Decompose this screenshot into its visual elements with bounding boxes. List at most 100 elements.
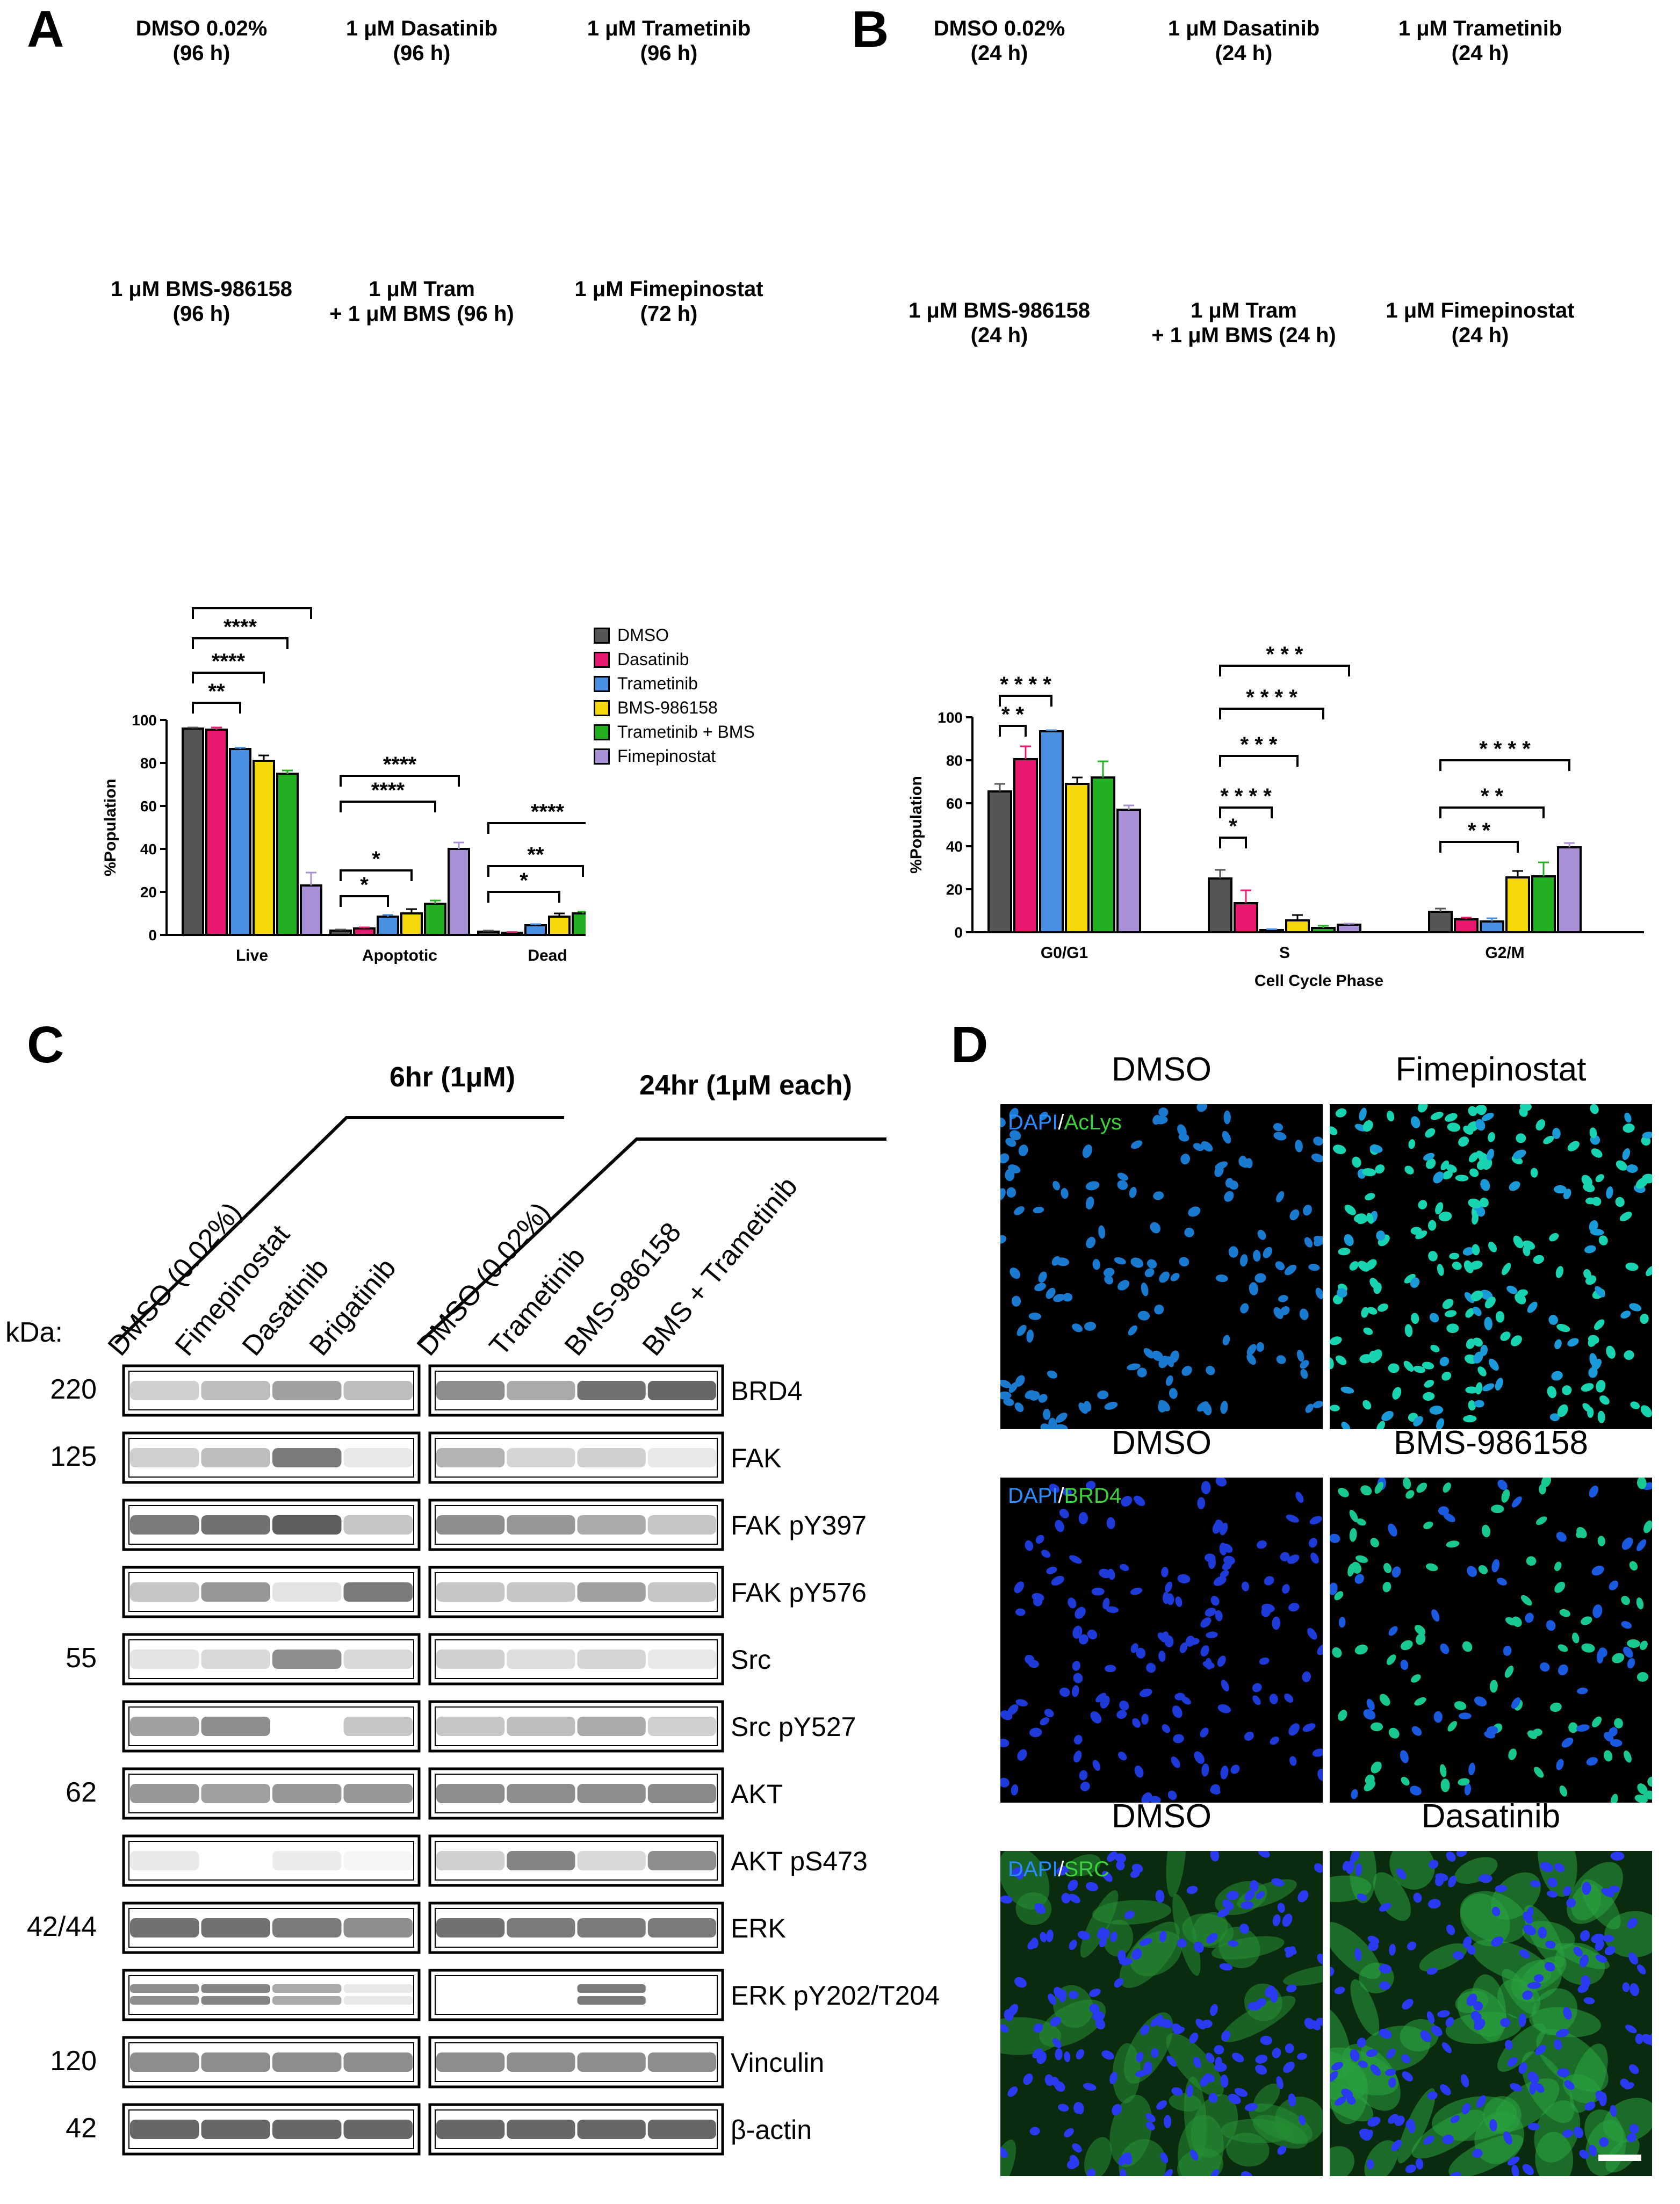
legend-label: Trametinib [617, 674, 698, 693]
blot-band [343, 1515, 413, 1535]
significance-label: * * * * [1220, 784, 1272, 808]
bar [1557, 846, 1582, 933]
y-tick-label: 0 [148, 927, 157, 943]
legend-label: BMS-986158 [617, 698, 718, 717]
bar [1428, 911, 1453, 933]
legend-swatch [594, 700, 610, 716]
kda-title: kDa: [5, 1317, 63, 1348]
significance-bracket [340, 895, 389, 907]
bar [1454, 918, 1479, 933]
significance-bracket [1439, 759, 1570, 771]
legend-label: DMSO [617, 625, 669, 645]
panel-b-plot-title: DMSO 0.02% (24 h) [933, 17, 1065, 65]
panel-a-plot-title: 1 μM Fimepinostat (72 h) [574, 277, 763, 326]
blot-band [343, 1717, 413, 1736]
if-condition-title: Dasatinib [1421, 1798, 1561, 1835]
kda-marker: 125 [50, 1441, 97, 1472]
blot-band [436, 1381, 505, 1400]
y-axis-label: %Population [907, 776, 925, 874]
blot-band [201, 1984, 270, 1993]
blot-band [577, 1582, 646, 1602]
x-axis-label: Cell Cycle Phase [1254, 972, 1383, 990]
blot-band [507, 1650, 575, 1669]
legend: DMSO Dasatinib Trametinib BMS-986158 Trameti… [594, 623, 755, 768]
blot-band [201, 1381, 270, 1400]
blot-band [647, 1851, 716, 1870]
blot-band [647, 1515, 716, 1535]
blot-band [436, 1582, 505, 1602]
category-label: Dead [528, 947, 567, 964]
blot-band [272, 1784, 342, 1803]
significance-bracket [487, 891, 560, 903]
blot-row [122, 1700, 724, 1753]
blot-band [130, 1381, 199, 1400]
blot-band [647, 1381, 716, 1400]
significance-bracket [1219, 665, 1350, 676]
if-condition-title: DMSO [1112, 1798, 1212, 1835]
bar [1208, 877, 1232, 933]
blot-band [130, 1515, 199, 1535]
panel-b-plot-title: 1 μM Dasatinib (24 h) [1167, 17, 1320, 65]
blot-band [272, 1381, 342, 1400]
blot-band [201, 2120, 270, 2139]
panel-a-plot-title: 1 μM Dasatinib (96 h) [345, 17, 498, 65]
panel-b-plot-title: 1 μM Trametinib (24 h) [1398, 17, 1562, 65]
blot-band [272, 1650, 342, 1669]
blot-protein-label: Vinculin [731, 2048, 825, 2078]
blot-band [343, 1918, 413, 1937]
blot-band [343, 1448, 413, 1467]
kda-marker: 42/44 [26, 1911, 97, 1942]
significance-bracket [1219, 708, 1324, 719]
blot-band [577, 1984, 646, 1993]
blot-band [130, 1582, 199, 1602]
if-micrograph: DAPI/AcLys [1000, 1104, 1323, 1429]
blot-band [201, 1918, 270, 1937]
category-label: S [1279, 944, 1290, 962]
blot-band [577, 1650, 646, 1669]
bar [1285, 919, 1310, 933]
blot-protein-label: β-actin [731, 2115, 812, 2145]
significance-bracket [999, 725, 1027, 737]
if-micrograph: DAPI/BRD4 [1000, 1478, 1323, 1803]
blot-band [647, 1784, 716, 1803]
significance-bracket [192, 607, 312, 619]
blot-band [272, 1515, 342, 1535]
blot-band [647, 1448, 716, 1467]
y-axis-label: %Population [102, 779, 119, 876]
blot-band [343, 1984, 413, 1993]
bar [1116, 809, 1141, 933]
blot-protein-label: AKT [731, 1779, 783, 1809]
blot-band [272, 1918, 342, 1937]
blot-band [436, 2052, 505, 2072]
bar [1480, 920, 1504, 933]
y-tick-label: 60 [140, 798, 157, 815]
blot-protein-label: FAK pY576 [731, 1578, 867, 1608]
blot-row [122, 2036, 724, 2088]
kda-marker: 55 [66, 1643, 97, 1674]
bar [1065, 783, 1090, 933]
blot-band [201, 1784, 270, 1803]
y-tick-label: 20 [946, 881, 963, 898]
blot-band [507, 1582, 575, 1602]
significance-label: * * * * [1479, 737, 1531, 761]
blot-band [436, 2120, 505, 2139]
significance-label: **** [383, 753, 417, 776]
significance-bracket [487, 865, 584, 877]
blot-band [343, 1650, 413, 1669]
blot-band [130, 1918, 199, 1937]
significance-label: ** [208, 680, 225, 703]
significance-label: * * [1481, 784, 1504, 808]
panel-letter-c: C [27, 1016, 64, 1074]
category-label: G2/M [1485, 944, 1524, 962]
panel-b-plot-title: 1 μM Tram + 1 μM BMS (24 h) [1151, 299, 1336, 347]
significance-label: ** [527, 843, 544, 867]
blot-band [647, 2052, 716, 2072]
kda-marker: 220 [50, 1374, 97, 1405]
blot-band [343, 1784, 413, 1803]
significance-label: * [520, 869, 528, 892]
legend-swatch [594, 748, 610, 765]
significance-label: **** [223, 615, 257, 639]
panel-letter-a: A [27, 1, 64, 58]
category-label: Live [236, 947, 268, 964]
blot-band [272, 1448, 342, 1467]
